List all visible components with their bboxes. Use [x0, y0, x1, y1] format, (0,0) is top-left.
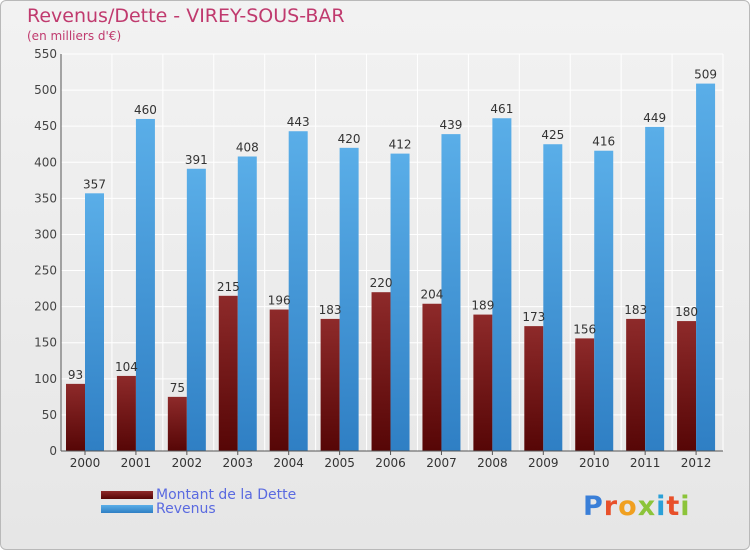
- data-label-dette: 220: [370, 276, 393, 290]
- x-tick-label: 2012: [681, 456, 712, 470]
- y-tick-label: 350: [34, 191, 57, 205]
- x-tick-label: 2005: [324, 456, 355, 470]
- data-labels: 93 357 104 460 75 391 215 408 196 443 183 420 220 412…: [68, 68, 717, 395]
- data-label-revenus: 439: [440, 118, 463, 132]
- axes: 0 50 100 150 200 250 300 350 400 450 500 550 2000 200…: [34, 47, 723, 470]
- bar-revenus: [135, 118, 155, 452]
- x-tick-label: 2010: [579, 456, 610, 470]
- data-label-dette: 196: [268, 294, 291, 308]
- bar-dette: [473, 314, 493, 451]
- legend-swatch-dette: [101, 491, 153, 499]
- bar-revenus: [645, 126, 665, 452]
- bar-revenus: [492, 118, 512, 451]
- y-tick-label: 100: [34, 372, 57, 386]
- proxiti-logo-letter: i: [656, 491, 667, 522]
- y-tick-label: 250: [34, 264, 57, 278]
- bar-dette: [218, 295, 238, 451]
- proxiti-logo-letter: x: [637, 491, 657, 522]
- bar-revenus: [237, 156, 257, 452]
- bar-dette: [167, 396, 187, 451]
- x-tick-label: 2002: [172, 456, 203, 470]
- bar-dette: [677, 321, 697, 451]
- data-label-dette: 189: [471, 299, 494, 313]
- bar-dette: [524, 326, 544, 451]
- bar-revenus: [543, 144, 563, 451]
- proxiti-logo-letter: t: [666, 491, 681, 522]
- data-label-dette: 183: [624, 303, 647, 317]
- data-label-revenus: 443: [287, 115, 310, 129]
- data-label-dette: 104: [115, 360, 138, 374]
- y-tick-label: 200: [34, 300, 57, 314]
- x-tick-label: 2007: [426, 456, 457, 470]
- legend-label-dette: Montant de la Dette: [156, 487, 297, 503]
- proxiti-logo-letter: i: [680, 491, 691, 522]
- legend-swatch-revenus: [101, 505, 153, 513]
- data-label-revenus: 412: [389, 138, 412, 152]
- chart-title: Revenus/Dette - VIREY-SOUS-BAR: [27, 5, 345, 27]
- x-tick-label: 2001: [121, 456, 152, 470]
- y-tick-label: 550: [34, 47, 57, 61]
- x-tick-label: 2006: [375, 456, 406, 470]
- bar-revenus: [85, 193, 104, 451]
- y-tick-label: 150: [34, 336, 57, 350]
- y-tick-label: 300: [34, 227, 57, 241]
- proxiti-logo-letter: r: [603, 491, 619, 522]
- data-label-revenus: 461: [490, 102, 513, 116]
- data-label-dette: 204: [421, 288, 444, 302]
- bar-revenus: [339, 147, 359, 451]
- proxiti-logo-letter: o: [618, 491, 638, 522]
- chart-subtitle: (en milliers d'€): [27, 29, 122, 43]
- x-tick-label: 2003: [222, 456, 253, 470]
- legend-label-revenus: Revenus: [156, 501, 216, 517]
- bar-dette: [626, 318, 646, 451]
- bar-dette: [269, 309, 289, 451]
- data-label-revenus: 357: [83, 177, 106, 191]
- data-label-dette: 183: [319, 303, 342, 317]
- x-tick-label: 2011: [630, 456, 661, 470]
- bar-revenus: [441, 134, 461, 451]
- y-tick-label: 450: [34, 119, 57, 133]
- x-tick-label: 2000: [70, 456, 101, 470]
- bar-dette: [320, 318, 340, 451]
- x-tick-label: 2004: [273, 456, 304, 470]
- proxiti-logo: Proxiti: [583, 491, 691, 522]
- y-tick-label: 0: [49, 444, 57, 458]
- data-label-revenus: 391: [185, 153, 208, 167]
- data-label-dette: 173: [522, 310, 545, 324]
- legend-item-dette: Montant de la Dette: [101, 487, 296, 503]
- data-label-dette: 93: [68, 368, 83, 382]
- data-label-revenus: 449: [643, 111, 666, 125]
- y-tick-label: 500: [34, 83, 57, 97]
- x-tick-label: 2008: [477, 456, 508, 470]
- data-label-revenus: 460: [134, 103, 157, 117]
- bar-dette: [371, 292, 391, 451]
- bar-revenus: [288, 131, 308, 451]
- data-label-dette: 156: [573, 322, 596, 336]
- bar-revenus: [390, 153, 410, 452]
- bar-revenus: [594, 150, 614, 451]
- bar-dette: [116, 375, 136, 451]
- data-label-dette: 215: [217, 280, 240, 294]
- bar-revenus: [186, 168, 206, 451]
- data-label-revenus: 408: [236, 140, 259, 154]
- bar-dette: [422, 303, 442, 451]
- y-tick-label: 400: [34, 155, 57, 169]
- bars: [66, 83, 716, 452]
- data-label-dette: 180: [675, 305, 698, 319]
- data-label-revenus: 425: [541, 128, 564, 142]
- y-tick-label: 50: [42, 408, 57, 422]
- bar-revenus: [696, 83, 716, 451]
- bar-dette: [66, 383, 85, 451]
- data-label-revenus: 420: [338, 132, 361, 146]
- bar-dette: [575, 338, 595, 451]
- data-label-revenus: 509: [694, 68, 717, 82]
- data-label-revenus: 416: [592, 135, 615, 149]
- x-tick-label: 2009: [528, 456, 559, 470]
- proxiti-logo-letter: P: [583, 491, 604, 522]
- legend-item-revenus: Revenus: [101, 501, 216, 517]
- data-label-dette: 75: [170, 381, 185, 395]
